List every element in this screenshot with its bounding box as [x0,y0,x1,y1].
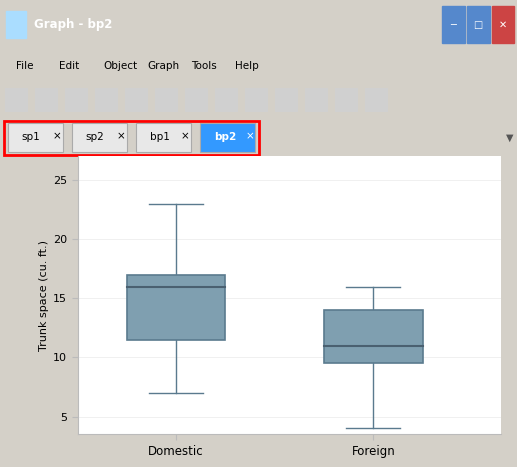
Text: ×: × [53,132,62,142]
Bar [365,88,388,112]
Y-axis label: Trunk space (cu. ft.): Trunk space (cu. ft.) [39,240,49,351]
Bar [442,6,465,43]
Text: Graph - bp2: Graph - bp2 [34,18,112,31]
Bar [335,88,358,112]
Bar [136,123,191,152]
Text: Edit: Edit [59,61,80,71]
Text: Object: Object [103,61,138,71]
Bar [245,88,268,112]
Bar [185,88,208,112]
Text: ✕: ✕ [499,20,507,29]
Bar [65,88,88,112]
Bar [324,310,422,363]
Text: Help: Help [235,61,259,71]
Bar [155,88,178,112]
Text: File: File [16,61,33,71]
Bar [125,88,148,112]
Bar [95,88,118,112]
Text: Tools: Tools [191,61,217,71]
Bar [5,88,28,112]
Text: sp1: sp1 [22,132,40,142]
Bar [127,275,225,340]
Bar [200,123,255,152]
Bar [72,123,127,152]
Bar [8,123,63,152]
Text: ×: × [245,132,254,142]
Text: Graph: Graph [147,61,179,71]
Bar [492,6,514,43]
Text: ▼: ▼ [506,133,513,142]
Text: □: □ [474,20,483,29]
Text: bp2: bp2 [214,132,236,142]
Bar [4,121,259,155]
Text: ×: × [117,132,126,142]
Text: sp2: sp2 [86,132,104,142]
Bar [305,88,328,112]
Bar [275,88,298,112]
Text: bp1: bp1 [150,132,170,142]
Bar [215,88,238,112]
Bar [467,6,490,43]
Bar [35,88,58,112]
Text: ×: × [181,132,190,142]
Bar [6,11,26,38]
Text: ─: ─ [450,20,457,29]
